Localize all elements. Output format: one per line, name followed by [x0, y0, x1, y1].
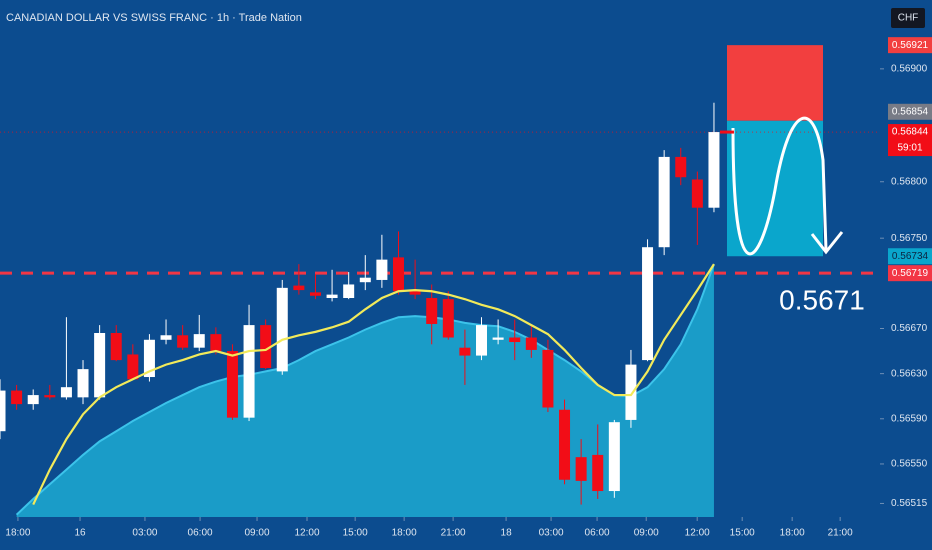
price-tag: [888, 248, 932, 265]
axes: 0.56900 0.56800 0.56750 0.56670 0.56630 0.565…: [5, 37, 932, 539]
candle-body: [608, 422, 620, 492]
x-tick-label: 03:00: [132, 528, 157, 539]
price-tag-label: 0.56854: [892, 106, 929, 117]
candle-body: [459, 347, 471, 356]
x-tick-label: 18:00: [5, 528, 30, 539]
candle-body: [127, 354, 139, 380]
y-tick-label: 0.56515: [891, 498, 928, 509]
candle-body: [276, 287, 288, 372]
candle-body: [260, 325, 272, 368]
x-tick-label: 09:00: [245, 528, 270, 539]
candle-body: [542, 349, 554, 408]
y-tick-label: 0.56590: [891, 413, 928, 424]
candle-body: [509, 337, 521, 343]
x-tick-label: 15:00: [730, 528, 755, 539]
candle-body: [193, 334, 205, 348]
arrow-path: [731, 116, 828, 256]
candle-body: [11, 390, 23, 405]
price-tag-label: 0.56921: [892, 40, 929, 51]
candle-body: [27, 395, 39, 405]
x-tick-label: 03:00: [539, 528, 564, 539]
y-tick-label: 0.56670: [891, 323, 928, 334]
x-tick-label: 06:00: [585, 528, 610, 539]
stop-zone: [727, 45, 823, 121]
candle-body: [226, 351, 238, 418]
candle-body: [559, 409, 571, 480]
x-tick-label: 15:00: [343, 528, 368, 539]
candle-body: [293, 285, 305, 291]
candle-body: [94, 333, 106, 398]
arrow-head: [810, 231, 844, 255]
candle-body: [392, 257, 404, 292]
candle-body: [476, 325, 488, 356]
x-tick-label: 06:00: [188, 528, 213, 539]
candle-body: [409, 291, 421, 295]
chart-title: CANADIAN DOLLAR VS SWISS FRANC · 1h · Tr…: [6, 12, 302, 24]
candle-body: [210, 334, 222, 352]
y-tick-label: 0.56900: [891, 63, 928, 74]
candle-body: [376, 259, 388, 280]
candle-body: [642, 247, 654, 361]
candle-body: [326, 294, 338, 299]
candle-body: [343, 284, 355, 299]
ma-line: [32, 263, 715, 506]
price-tag-label: 0.56844: [892, 127, 929, 138]
price-tag: [888, 265, 932, 282]
x-tick-label: 21:00: [828, 528, 853, 539]
x-tick-label: 18:00: [392, 528, 417, 539]
candle-body: [426, 298, 438, 324]
price-tag: [888, 124, 932, 157]
currency-box: [891, 8, 925, 28]
price-tag-label: 0.56734: [892, 251, 929, 262]
candle-body: [525, 337, 537, 350]
x-tick-label: 21:00: [441, 528, 466, 539]
candle-body: [243, 325, 255, 418]
candle-body: [675, 156, 687, 178]
y-tick-label: 0.56550: [891, 459, 928, 470]
candle-body: [359, 277, 371, 283]
x-tick-label: 18:00: [780, 528, 805, 539]
candle-body: [575, 457, 587, 481]
candle-body: [708, 132, 720, 208]
candle-body: [177, 335, 189, 348]
countdown-label: 59:01: [897, 143, 922, 154]
candle-body: [110, 333, 122, 361]
candle-body: [60, 387, 72, 398]
position-tool: [0, 45, 880, 257]
plot-area: [0, 45, 880, 517]
candle-body: [658, 156, 670, 248]
candle-body: [691, 179, 703, 208]
candle-body: [442, 299, 454, 338]
x-tick-label: 16: [74, 528, 86, 539]
candle-body: [0, 390, 6, 432]
y-tick-label: 0.56800: [891, 176, 928, 187]
price-tag: [888, 103, 932, 120]
candle-body: [44, 395, 56, 398]
candle-body: [625, 364, 637, 420]
x-tick-label: 09:00: [634, 528, 659, 539]
x-tick-label: 12:00: [294, 528, 319, 539]
ma-area: [16, 264, 714, 517]
price-tag-label: 0.56719: [892, 268, 929, 279]
candle-body: [77, 369, 89, 398]
candle-body: [160, 335, 172, 340]
candle-body: [309, 292, 321, 296]
ma-line-layer: [32, 263, 715, 506]
candle-body: [492, 337, 504, 340]
x-tick-label: 12:00: [685, 528, 710, 539]
annotation: 0.5671: [779, 284, 865, 315]
currency-label: CHF: [898, 13, 919, 24]
y-tick-label: 0.56630: [891, 368, 928, 379]
candles-layer: [0, 102, 734, 505]
candle-body: [143, 339, 155, 378]
y-tick-label: 0.56750: [891, 233, 928, 244]
price-tag: [888, 37, 932, 54]
candle-body: [592, 454, 604, 492]
x-tick-label: 18: [501, 528, 513, 539]
